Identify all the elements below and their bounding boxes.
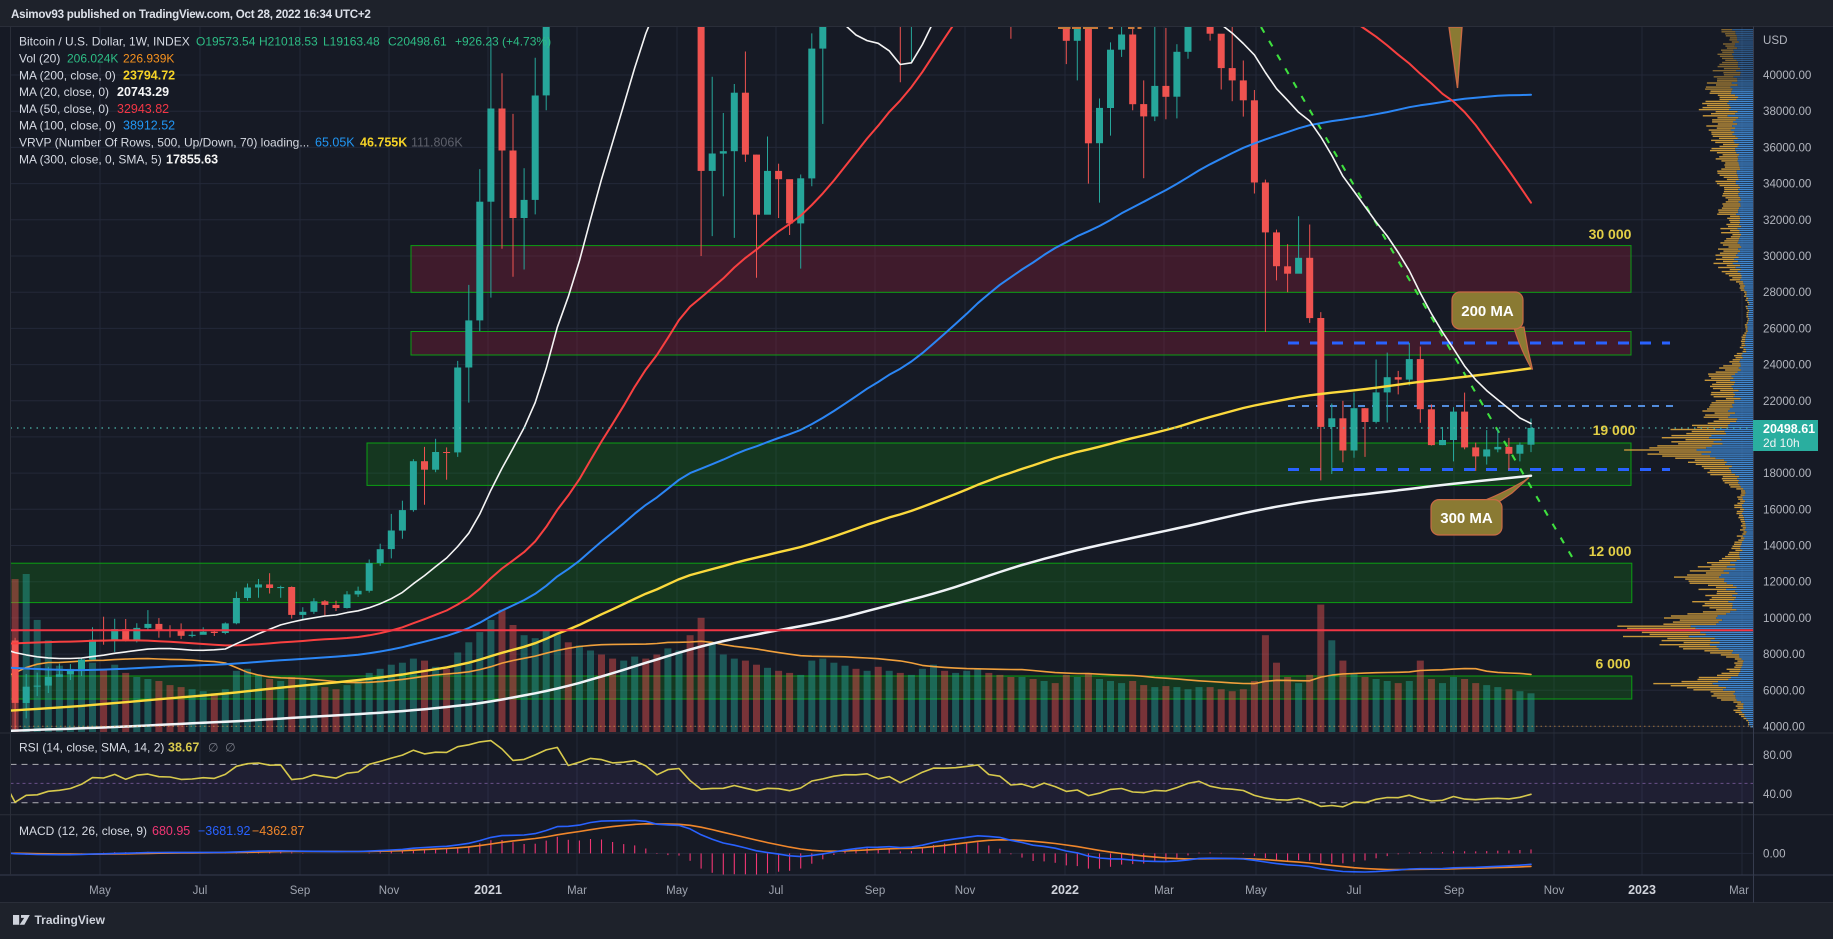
svg-text:34000.00: 34000.00: [1763, 178, 1811, 191]
svg-text:16000.00: 16000.00: [1763, 503, 1811, 516]
svg-text:20498.61: 20498.61: [1763, 422, 1815, 436]
svg-text:680.95: 680.95: [152, 824, 190, 838]
svg-text:Nov: Nov: [1544, 885, 1565, 897]
svg-text:22000.00: 22000.00: [1763, 395, 1811, 408]
svg-text:+926.23 (+4.73%): +926.23 (+4.73%): [455, 35, 551, 49]
svg-text:24000.00: 24000.00: [1763, 359, 1811, 372]
svg-text:−3681.92: −3681.92: [198, 824, 251, 838]
svg-text:L19163.48: L19163.48: [323, 35, 380, 49]
svg-text:MA (20, close, 0): MA (20, close, 0): [19, 85, 109, 99]
svg-text:30 000: 30 000: [1589, 226, 1632, 242]
svg-text:32943.82: 32943.82: [117, 102, 169, 116]
svg-text:40000.00: 40000.00: [1763, 69, 1811, 82]
svg-text:Sep: Sep: [1444, 885, 1464, 897]
svg-text:Mar: Mar: [1154, 885, 1174, 897]
svg-text:May: May: [1245, 885, 1267, 897]
svg-text:12 000: 12 000: [1589, 543, 1632, 559]
svg-text:19 000: 19 000: [1593, 422, 1636, 438]
svg-text:28000.00: 28000.00: [1763, 286, 1811, 299]
svg-text:Jul: Jul: [193, 885, 208, 897]
svg-text:0.00: 0.00: [1763, 847, 1786, 860]
svg-text:26000.00: 26000.00: [1763, 322, 1811, 335]
svg-text:TradingView: TradingView: [35, 913, 106, 927]
svg-text:200 MA: 200 MA: [1461, 303, 1514, 320]
svg-text:C20498.61: C20498.61: [388, 35, 447, 49]
svg-text:MA (100, close, 0): MA (100, close, 0): [19, 119, 116, 133]
svg-text:65.05K: 65.05K: [315, 136, 355, 150]
svg-text:6 000: 6 000: [1595, 656, 1630, 672]
svg-text:Bitcoin / U.S. Dollar, 1W, IND: Bitcoin / U.S. Dollar, 1W, INDEX: [19, 35, 190, 49]
svg-text:Mar: Mar: [567, 885, 587, 897]
svg-text:32000.00: 32000.00: [1763, 214, 1811, 227]
svg-text:H21018.53: H21018.53: [259, 35, 318, 49]
svg-text:2022: 2022: [1051, 883, 1079, 897]
svg-text:226.939K: 226.939K: [123, 52, 174, 66]
svg-text:2023: 2023: [1628, 883, 1656, 897]
svg-text:206.024K: 206.024K: [67, 52, 118, 66]
svg-text:300 MA: 300 MA: [1440, 510, 1493, 527]
svg-text:23794.72: 23794.72: [123, 68, 175, 82]
svg-text:17855.63: 17855.63: [166, 152, 218, 166]
svg-text:4000.00: 4000.00: [1763, 721, 1805, 734]
svg-text:Mar: Mar: [1729, 885, 1749, 897]
svg-text:6000.00: 6000.00: [1763, 684, 1805, 697]
svg-text:38912.52: 38912.52: [123, 119, 175, 133]
svg-text:14000.00: 14000.00: [1763, 540, 1811, 553]
svg-text:111.806K: 111.806K: [411, 136, 463, 150]
svg-text:30000.00: 30000.00: [1763, 250, 1811, 263]
svg-text:Sep: Sep: [865, 885, 885, 897]
svg-text:MA (300, close, 0, SMA, 5): MA (300, close, 0, SMA, 5): [19, 152, 162, 166]
svg-text:∅ ∅: ∅ ∅: [208, 741, 236, 755]
svg-text:46.755K: 46.755K: [360, 136, 407, 150]
svg-text:18000.00: 18000.00: [1763, 467, 1811, 480]
svg-text:8000.00: 8000.00: [1763, 648, 1805, 661]
svg-text:Nov: Nov: [379, 885, 400, 897]
svg-text:Nov: Nov: [955, 885, 976, 897]
svg-text:Vol (20): Vol (20): [19, 52, 60, 66]
svg-text:2d 10h: 2d 10h: [1763, 436, 1800, 450]
svg-text:Jul: Jul: [1347, 885, 1362, 897]
svg-text:MA (50, close, 0): MA (50, close, 0): [19, 102, 109, 116]
svg-text:Jul: Jul: [769, 885, 784, 897]
svg-text:20743.29: 20743.29: [117, 85, 169, 99]
svg-text:VRVP (Number Of Rows, 500, Up/: VRVP (Number Of Rows, 500, Up/Down, 70) …: [19, 136, 309, 150]
svg-text:10000.00: 10000.00: [1763, 612, 1811, 625]
svg-text:MA (200, close, 0): MA (200, close, 0): [19, 68, 116, 82]
svg-text:38.67: 38.67: [168, 741, 199, 755]
svg-text:80.00: 80.00: [1763, 749, 1792, 762]
svg-text:40.00: 40.00: [1763, 788, 1792, 801]
svg-text:May: May: [89, 885, 111, 897]
svg-text:12000.00: 12000.00: [1763, 576, 1811, 589]
svg-text:−4362.87: −4362.87: [252, 824, 305, 838]
svg-text:Sep: Sep: [290, 885, 310, 897]
svg-text:2021: 2021: [474, 883, 502, 897]
svg-text:May: May: [666, 885, 688, 897]
svg-text:MACD (12, 26, close, 9): MACD (12, 26, close, 9): [19, 824, 147, 838]
svg-text:36000.00: 36000.00: [1763, 141, 1811, 154]
svg-text:USD: USD: [1763, 34, 1787, 47]
svg-text:O19573.54: O19573.54: [196, 35, 256, 49]
svg-text:RSI (14, close, SMA, 14, 2): RSI (14, close, SMA, 14, 2): [19, 741, 164, 755]
svg-text:38000.00: 38000.00: [1763, 105, 1811, 118]
svg-text:Asimov93 published on TradingV: Asimov93 published on TradingView.com, O…: [11, 8, 371, 21]
